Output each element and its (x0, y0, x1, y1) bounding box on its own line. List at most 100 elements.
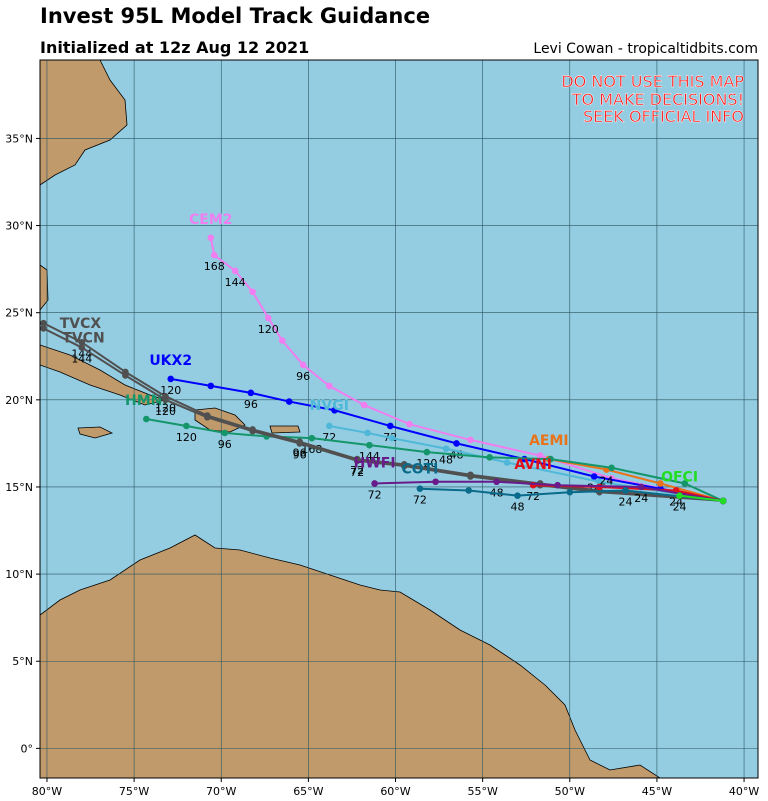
track-point (366, 441, 373, 449)
track-point (325, 422, 333, 430)
forecast-hour: 72 (322, 431, 336, 444)
forecast-hour: 72 (526, 490, 540, 503)
forecast-hour: 168 (204, 260, 225, 273)
forecast-hour: 24 (673, 501, 687, 514)
track-point (416, 485, 424, 493)
track-point (40, 325, 47, 332)
forecast-hour: 48 (511, 501, 525, 514)
track-point (406, 420, 413, 428)
track-line (209, 237, 724, 502)
track-point (453, 440, 460, 447)
track-point (386, 422, 394, 430)
model-name: NVGI (310, 398, 349, 414)
x-tick-label: 75°W (119, 785, 149, 798)
track-point (467, 473, 474, 480)
model-name: TVCX (60, 316, 102, 332)
track-point (442, 445, 450, 452)
track-point (486, 454, 493, 461)
track-point (231, 267, 239, 275)
model-name: COTI (401, 462, 438, 478)
track-point (465, 487, 473, 494)
track-point (162, 396, 169, 404)
track-point (547, 455, 554, 463)
track-point (536, 452, 544, 459)
track-point (657, 480, 664, 487)
track-point (40, 319, 47, 327)
track-point (221, 429, 229, 437)
track-point (325, 382, 333, 390)
forecast-hour: 96 (244, 398, 258, 411)
forecast-hour: 24 (599, 475, 613, 488)
forecast-hour: 144 (71, 353, 92, 366)
track-point (566, 488, 574, 496)
track-point (493, 478, 500, 486)
x-tick-label: 55°W (467, 785, 497, 798)
model-name: AEMI (529, 433, 569, 449)
model-name: TVCN (62, 330, 104, 346)
x-tick-label: 45°W (642, 785, 672, 798)
track-point (210, 251, 218, 259)
track-point (249, 427, 256, 435)
x-tick-label: 70°W (206, 785, 236, 798)
forecast-hour: 96 (218, 438, 232, 451)
track-point (503, 459, 511, 466)
y-tick-label: 5°N (12, 655, 33, 668)
track-point (78, 344, 86, 351)
forecast-hour: 72 (350, 466, 364, 479)
track-point (167, 375, 175, 383)
track-point (296, 440, 303, 447)
track-point (364, 429, 371, 437)
track-point (676, 492, 683, 499)
track-point (353, 457, 361, 465)
track-point (78, 339, 86, 346)
subtitle: Initialized at 12z Aug 12 2021 (40, 38, 309, 57)
model-name: HMNI (125, 393, 168, 409)
y-tick-label: 20°N (5, 394, 33, 407)
track-point (719, 497, 727, 505)
forecast-hour: 72 (368, 488, 382, 501)
forecast-hour: 72 (413, 494, 427, 507)
track-point (207, 234, 215, 242)
track-point (122, 372, 129, 379)
forecast-hour: 96 (293, 448, 307, 461)
y-tick-label: 10°N (5, 568, 33, 581)
forecast-hour: 120 (155, 401, 176, 414)
forecast-hour: 120 (176, 431, 197, 444)
model-name: AVNI (514, 457, 552, 473)
track-point (596, 478, 603, 486)
track-point (590, 473, 598, 480)
track-point (278, 337, 286, 344)
track-point (622, 487, 629, 494)
forecast-hour: 120 (258, 323, 279, 336)
track-point (432, 478, 439, 486)
forecast-hour: 120 (155, 405, 176, 418)
track-line (679, 494, 724, 502)
track-line (146, 418, 724, 502)
y-tick-label: 0° (21, 742, 34, 755)
track-point (264, 314, 272, 322)
track-point (681, 480, 689, 487)
track-point (360, 401, 368, 409)
track-point (308, 434, 316, 442)
track-point (388, 434, 396, 442)
track-point (423, 448, 431, 456)
track-point (285, 398, 293, 405)
title: Invest 95L Model Track Guidance (40, 4, 430, 28)
y-tick-label: 25°N (5, 307, 33, 320)
track-line (419, 487, 724, 502)
track-point (247, 389, 255, 397)
model-name: OFCI (661, 470, 698, 486)
track-point (400, 462, 408, 470)
warning-line: TO MAKE DECISIONS! (571, 90, 744, 109)
forecast-hour: 72 (350, 464, 364, 477)
warning-line: DO NOT USE THIS MAP (561, 72, 744, 91)
track-point (554, 481, 561, 489)
forecast-hour: 24 (619, 495, 633, 508)
x-tick-label: 50°W (555, 785, 585, 798)
x-tick-label: 60°W (380, 785, 410, 798)
track-point (514, 492, 521, 499)
forecast-hour: 48 (439, 454, 453, 467)
forecast-hour: 144 (225, 276, 246, 289)
frame (39, 59, 759, 779)
